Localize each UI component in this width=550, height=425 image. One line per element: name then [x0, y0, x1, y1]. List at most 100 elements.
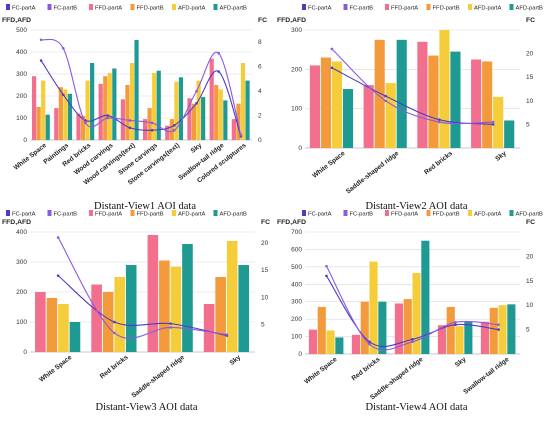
y-right-tick-label: 20 — [526, 51, 534, 58]
bar-afd-partb — [201, 97, 206, 140]
legend: FC-partA FC-partB FFD-partA FFD-partB AFD-pa… — [6, 210, 247, 218]
bar-ffd-partb — [215, 277, 226, 352]
legend-label: AFD-partB — [220, 6, 248, 12]
legend-swatch — [47, 4, 52, 10]
legend-swatch — [213, 210, 218, 216]
y-right-tick-label: 20 — [526, 253, 534, 260]
bar-ffd-parta — [165, 125, 170, 140]
legend-swatch — [426, 210, 431, 216]
legend: FC-partA FC-partB FFD-partA FFD-partB AFD-pa… — [302, 4, 543, 12]
chart-title: Distant-View1 AOI data — [94, 201, 196, 212]
bar-ffd-partb — [103, 76, 108, 140]
point-fc-parta — [330, 66, 334, 70]
point-fc-partb — [128, 119, 132, 122]
y-left-tick-label: 200 — [291, 66, 302, 73]
bar-afd-parta — [493, 96, 504, 148]
chart-panel-1: FC-partA FC-partB FFD-partA FFD-partB AFD-pa… — [2, 4, 267, 212]
line-fc-partb — [57, 237, 227, 339]
bar-ffd-parta — [35, 292, 46, 352]
bar-afd-partb — [125, 265, 137, 352]
bar-afd-parta — [196, 80, 201, 140]
point-fc-partb — [368, 342, 371, 346]
legend-swatch — [509, 4, 514, 10]
y-right-tick-label: 5 — [261, 322, 265, 329]
point-fc-parta — [217, 70, 220, 73]
bar-ffd-parta — [76, 113, 81, 140]
bar-ffd-partb — [482, 61, 493, 148]
point-fc-partb — [150, 121, 154, 125]
y-left-tick-label: 0 — [298, 351, 302, 358]
bar-ffd-partb — [58, 87, 63, 140]
legend-label: FFD-partA — [95, 6, 122, 12]
bar-ffd-partb — [360, 301, 369, 354]
legend-swatch — [468, 210, 472, 216]
point-fc-partb — [497, 323, 500, 327]
bar-afd-parta — [218, 89, 223, 140]
y-left-tick-label: 500 — [291, 264, 302, 271]
bar-ffd-parta — [147, 235, 159, 352]
point-fc-parta — [62, 93, 65, 97]
bar-afd-parta — [226, 241, 238, 352]
y-right-tick-label: 5 — [526, 121, 530, 128]
bar-ffd-partb — [80, 115, 86, 140]
legend-label: FFD-partB — [137, 212, 164, 218]
point-fc-parta — [39, 59, 43, 62]
point-fc-partb — [106, 116, 109, 120]
bar-afd-partb — [112, 68, 117, 140]
y-right-tick-label: 10 — [526, 98, 534, 105]
legend-label: FFD-partA — [391, 212, 418, 218]
bar-ffd-partb — [428, 55, 439, 148]
bar-ffd-partb — [147, 108, 152, 140]
bar-afd-parta — [114, 277, 125, 352]
bar-afd-parta — [152, 72, 157, 140]
bar-afd-partb — [67, 93, 73, 140]
bar-ffd-parta — [91, 284, 102, 352]
y-right-tick-label: 15 — [526, 74, 534, 81]
y-right-tick-label: 4 — [258, 88, 262, 95]
chart-panel-4: FC-partA FC-partB FFD-partA FFD-partB AFD-pa… — [277, 210, 543, 413]
point-fc-partb — [384, 99, 387, 103]
bar-afd-parta — [107, 72, 112, 140]
line-fc-partb — [331, 48, 494, 125]
legend-swatch — [468, 4, 472, 10]
legend-swatch — [130, 4, 135, 10]
point-fc-parta — [325, 274, 328, 278]
bar-ffd-parta — [437, 325, 446, 354]
bar-ffd-partb — [489, 307, 498, 354]
legend-label: AFD-partB — [516, 6, 544, 12]
bar-afd-parta — [455, 326, 464, 354]
point-fc-partb — [84, 121, 87, 125]
bar-ffd-parta — [480, 321, 489, 354]
bar-ffd-partb — [317, 306, 326, 354]
bar-ffd-parta — [31, 76, 37, 140]
point-fc-parta — [56, 274, 60, 277]
bar-ffd-partb — [403, 299, 412, 354]
bar-ffd-parta — [209, 58, 214, 140]
bar-afd-partb — [156, 70, 161, 140]
bar-afd-partb — [464, 321, 473, 354]
point-fc-parta — [128, 126, 132, 130]
bars — [35, 235, 250, 352]
bar-ffd-partb — [169, 119, 174, 140]
bar-afd-parta — [129, 63, 135, 140]
y-left-tick-label: 400 — [291, 281, 302, 288]
point-fc-partb — [491, 120, 495, 124]
line-fc-parta — [40, 60, 242, 137]
chart-panel-2: FC-partA FC-partB FFD-partA FFD-partB AFD-pa… — [277, 4, 543, 212]
bar-ffd-parta — [351, 334, 360, 354]
bar-ffd-partb — [102, 292, 114, 352]
bar-afd-parta — [369, 261, 378, 354]
bar-ffd-parta — [471, 59, 482, 148]
legend-label: FC-partA — [12, 6, 36, 12]
legend-swatch — [89, 4, 93, 10]
bar-afd-parta — [326, 330, 335, 354]
point-fc-parta — [497, 328, 500, 331]
y-left-tick-label: 200 — [291, 316, 302, 323]
y-right-tick-label: 20 — [261, 240, 269, 247]
bar-ffd-partb — [374, 39, 385, 149]
bar-afd-partb — [504, 120, 515, 148]
y-right-tick-label: 10 — [526, 302, 534, 309]
x-category-label: Red bricks — [423, 150, 454, 176]
legend-swatch — [6, 210, 10, 216]
